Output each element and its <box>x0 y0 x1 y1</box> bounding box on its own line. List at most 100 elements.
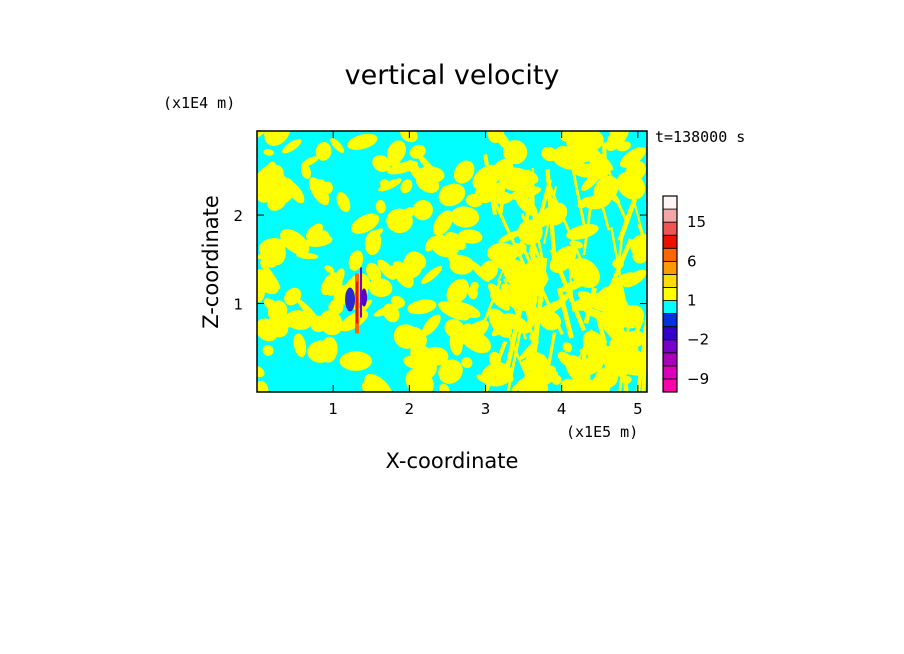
x-tick-label: 3 <box>481 400 491 418</box>
y-tick-label: 1 <box>233 296 243 314</box>
contour-field <box>257 131 647 392</box>
positive-region <box>515 194 538 217</box>
positive-region <box>269 318 289 338</box>
positive-region <box>285 310 313 330</box>
positive-region <box>541 146 557 162</box>
positive-streak <box>556 287 574 339</box>
positive-streak <box>531 167 536 257</box>
chart-title: vertical velocity <box>345 60 560 91</box>
positive-streak <box>635 314 647 392</box>
colorbar-label: 6 <box>687 252 697 270</box>
positive-region <box>364 230 382 256</box>
positive-region <box>336 192 351 213</box>
positive-region <box>372 155 391 172</box>
y-axis-label: Z-coordinate <box>199 195 223 329</box>
positive-region <box>409 144 426 159</box>
downdraft-streak <box>360 267 363 318</box>
positive-region <box>572 131 604 153</box>
positive-region <box>457 229 483 244</box>
positive-region <box>296 298 320 323</box>
positive-region <box>516 179 525 187</box>
positive-region <box>371 228 384 238</box>
positive-region <box>400 131 418 143</box>
positive-streak <box>623 318 644 358</box>
x-axis-label: X-coordinate <box>386 449 519 473</box>
positive-region <box>300 163 311 180</box>
positive-region <box>260 180 283 203</box>
positive-region <box>282 139 302 154</box>
positive-streak <box>595 184 611 231</box>
positive-streak <box>469 340 508 392</box>
positive-streak <box>530 257 548 367</box>
positive-streak <box>587 333 594 371</box>
positive-region <box>560 378 584 392</box>
positive-streak <box>594 310 608 345</box>
positive-streak <box>610 227 631 325</box>
positive-region <box>421 314 441 336</box>
positive-streak <box>637 223 647 266</box>
positive-region <box>321 181 333 195</box>
positive-streak <box>565 140 588 237</box>
positive-region <box>386 212 404 230</box>
positive-region <box>465 193 483 208</box>
positive-region <box>293 333 307 358</box>
positive-region <box>438 183 466 207</box>
colorbar-frame <box>662 195 678 393</box>
colorbar-swatch <box>662 247 678 262</box>
positive-region <box>284 287 302 306</box>
colorbar-swatch <box>662 352 678 367</box>
positive-region <box>444 231 466 250</box>
positive-region <box>449 331 463 356</box>
positive-region <box>286 181 305 204</box>
positive-region <box>407 299 437 315</box>
positive-region <box>597 285 625 306</box>
colorbar-swatch <box>662 300 678 314</box>
positive-region <box>368 278 393 298</box>
positive-region <box>430 235 459 258</box>
positive-region <box>301 156 319 167</box>
positive-region <box>562 342 573 353</box>
positive-region <box>377 259 396 280</box>
positive-region <box>461 330 492 354</box>
positive-region <box>632 247 647 264</box>
y-unit-label: (x1E4 m) <box>163 94 235 112</box>
x-tick-label: 5 <box>633 400 643 418</box>
positive-region <box>511 382 524 392</box>
positive-region <box>382 303 400 323</box>
positive-region <box>569 258 600 288</box>
downdraft-cell <box>361 288 368 307</box>
positive-region <box>611 272 635 288</box>
y-tick-label: 2 <box>233 207 243 225</box>
colorbar-swatch <box>662 326 678 341</box>
colorbar-swatch <box>662 273 678 288</box>
positive-region <box>262 345 274 356</box>
positive-region <box>566 224 599 240</box>
positive-region <box>323 272 343 296</box>
positive-streak <box>496 248 514 283</box>
positive-streak <box>481 280 502 327</box>
y-axis-ticks: 12 <box>233 207 647 314</box>
x-unit-label: (x1E5 m) <box>566 423 638 441</box>
positive-region <box>412 199 433 221</box>
positive-streak <box>578 350 588 383</box>
positive-region <box>390 295 405 308</box>
colorbar-label: 1 <box>687 292 697 310</box>
colorbar-swatch <box>662 208 678 223</box>
positive-region <box>451 301 481 319</box>
positive-region <box>450 206 480 228</box>
positive-region <box>446 278 469 304</box>
positive-region <box>438 359 463 384</box>
positive-region <box>461 357 473 369</box>
positive-velocity-regions <box>257 131 647 392</box>
positive-streak <box>499 180 506 214</box>
positive-region <box>260 239 285 248</box>
positive-region <box>394 328 425 349</box>
colorbar-swatch <box>662 339 678 354</box>
positive-streak <box>605 158 617 198</box>
colorbar-label: −2 <box>687 331 709 349</box>
colorbar-swatch <box>662 221 678 236</box>
positive-region <box>415 173 440 193</box>
time-label: t=138000 s <box>655 128 745 146</box>
x-axis-ticks: 1 2 3 4 5 <box>328 131 643 418</box>
positive-region <box>279 229 310 256</box>
